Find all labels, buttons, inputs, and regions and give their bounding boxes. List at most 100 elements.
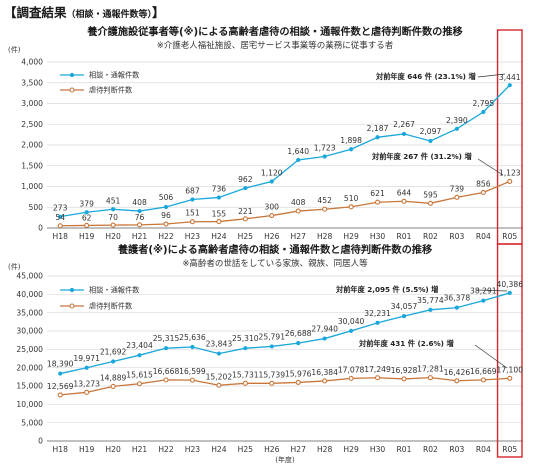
chart-title: 養護者(※)による高齢者虐待の相談・通報件数と虐待判断件数の推移 (117, 243, 433, 256)
data-point (189, 377, 195, 383)
data-point (375, 199, 381, 205)
x-tick-label: R03 (449, 445, 464, 454)
data-point (480, 377, 486, 383)
data-point (269, 179, 274, 184)
data-point (163, 346, 169, 351)
data-point (507, 178, 513, 184)
y-tick-label: 25,000 (16, 345, 43, 354)
data-label: 70 (108, 213, 118, 222)
page-header: 【調査結果（相談・通報件数等）】 (4, 2, 165, 21)
series-line-consult (60, 84, 511, 218)
data-point (110, 222, 116, 228)
data-label: 18,390 (47, 360, 74, 369)
x-tick-label: H28 (317, 445, 333, 454)
data-label: 856 (476, 179, 491, 188)
data-label: 12,569 (47, 382, 74, 391)
data-label: 17,100 (496, 365, 523, 374)
data-label: 16,599 (179, 367, 206, 376)
data-point (216, 195, 221, 200)
y-tick-label: 30,000 (16, 327, 43, 336)
data-label: 23,404 (126, 341, 153, 350)
data-point (322, 206, 328, 212)
data-point (163, 377, 169, 383)
data-point (58, 371, 63, 376)
data-label: 1,723 (314, 143, 336, 152)
data-label: 273 (53, 204, 68, 213)
change-annotation: 対前年度 431 件 (2.6%) 増 (358, 339, 454, 348)
header-subtitle: （相談・通報件数等） (66, 10, 153, 20)
data-label: 451 (106, 196, 121, 205)
x-tick-label: H27 (291, 232, 307, 241)
data-point (84, 389, 90, 395)
x-tick-label: R01 (397, 232, 412, 241)
data-point (348, 204, 354, 210)
y-axis-unit: (件) (8, 45, 21, 54)
data-label: 16,668 (153, 367, 180, 376)
data-point (296, 341, 301, 346)
data-label: 644 (397, 188, 412, 197)
series-line-consult (60, 292, 510, 375)
data-label: 15,739 (258, 370, 285, 379)
data-label: 26,688 (285, 329, 312, 338)
y-tick-label: 1,000 (21, 182, 43, 191)
data-label: 25,791 (258, 332, 285, 341)
data-point (295, 208, 301, 214)
data-point (57, 392, 63, 398)
data-label: 35,774 (417, 296, 444, 305)
data-point (480, 189, 486, 196)
y-tick-label: 3,500 (21, 78, 43, 87)
data-point (110, 383, 116, 389)
data-label: 62 (82, 213, 92, 222)
annotation-leader (474, 344, 508, 369)
data-label: 2,795 (472, 99, 494, 108)
data-point (295, 379, 301, 385)
data-point (428, 307, 433, 312)
data-point (57, 223, 63, 229)
x-tick-label: R02 (423, 232, 438, 241)
data-label: 16,384 (311, 368, 338, 377)
data-label: 510 (344, 194, 359, 203)
data-label: 155 (212, 210, 227, 219)
annotation-leader (476, 289, 508, 292)
data-point (481, 298, 486, 303)
x-tick-label: R02 (423, 445, 438, 454)
data-point (507, 83, 512, 88)
series-line-judged (60, 180, 511, 227)
data-label: 15,976 (285, 369, 312, 378)
data-point (269, 344, 274, 349)
data-label: 687 (185, 186, 200, 195)
chart-note: ※介護老人福祉施設、居宅サービス事業等の業務に従事する者 (157, 40, 394, 51)
data-point (322, 154, 327, 159)
data-point (322, 378, 328, 384)
data-point (428, 138, 433, 144)
data-label: 962 (238, 175, 253, 184)
data-point (58, 214, 63, 219)
data-label: 34,057 (391, 302, 418, 311)
data-label: 14,889 (100, 373, 127, 382)
data-point (163, 221, 169, 227)
data-label: 408 (291, 198, 306, 207)
data-label: 16,928 (391, 366, 418, 375)
data-label: 2,267 (393, 120, 415, 129)
legend-label: 相談・通報件数 (89, 71, 139, 80)
x-tick-label: R05 (502, 232, 517, 241)
data-point (84, 210, 89, 215)
data-label: 452 (317, 196, 332, 205)
x-tick-label: H24 (211, 445, 227, 454)
data-point (216, 382, 222, 388)
data-label: 2,097 (420, 127, 442, 136)
data-point (296, 157, 301, 163)
data-label: 1,120 (261, 169, 283, 178)
data-label: 25,636 (179, 333, 206, 342)
x-tick-label: H19 (79, 445, 95, 454)
data-point (454, 194, 460, 200)
data-label: 15,731 (232, 370, 259, 379)
data-point (137, 208, 142, 214)
legend-swatch-marker (69, 87, 75, 93)
y-axis-unit: (件) (8, 262, 21, 271)
legend-label: 相談・通報件数 (89, 286, 139, 295)
y-tick-label: 0 (38, 224, 43, 233)
data-point (84, 222, 90, 228)
data-label: 16,669 (470, 367, 497, 376)
